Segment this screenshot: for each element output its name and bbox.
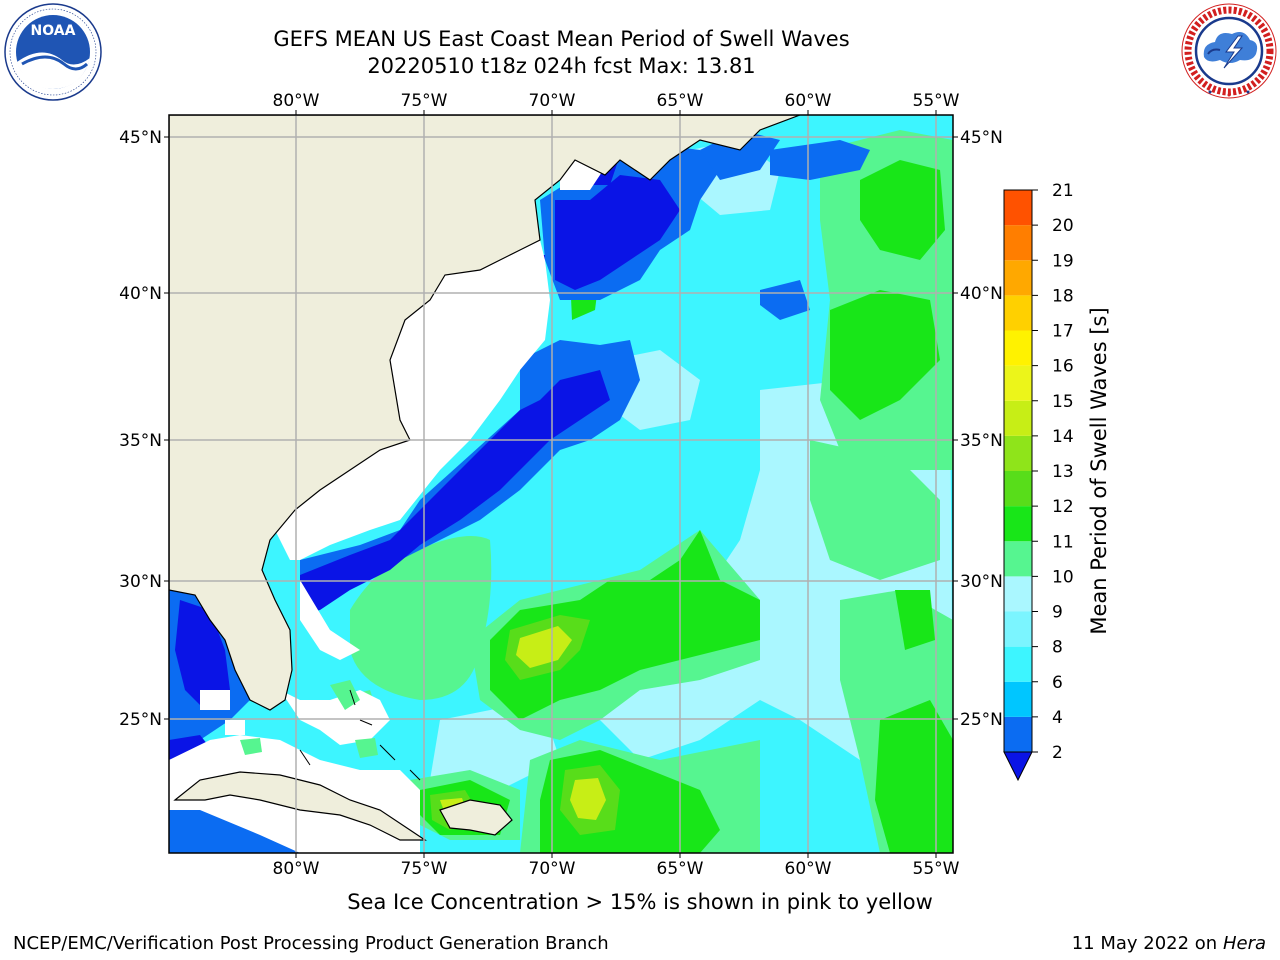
lon-label-top: 60°W [785,91,832,111]
chart-title: GEFS MEAN US East Coast Mean Period of S… [273,27,850,51]
colorbar-segment [1004,295,1032,331]
lon-label-top: 70°W [529,91,576,111]
colorbar-segment [1004,435,1032,471]
noaa-logo: NOAA [4,3,102,101]
lon-label-top: 65°W [657,91,704,111]
hispaniola-land [439,799,513,836]
sea-ice-caption: Sea Ice Concentration > 15% is shown in … [347,890,933,914]
colorbar-tick-label: 21 [1052,181,1074,201]
colorbar-tick-label: 19 [1052,251,1074,271]
map-frame [168,114,954,854]
cuba-land [173,771,427,841]
lat-label-right: 25°N [960,710,1003,730]
colorbar-tick-label: 13 [1052,462,1074,482]
footer-date: 11 May 2022 on Hera [1072,933,1266,954]
colorbar-segment [1004,400,1032,436]
lat-label-left: 35°N [119,431,162,451]
colorbar-segment [1004,716,1032,752]
colorbar-segment [1004,681,1032,717]
lat-label-left: 25°N [119,710,162,730]
colorbar-tick-label: 17 [1052,322,1074,342]
lon-label-top: 80°W [273,91,320,111]
colorbar-segment [1004,576,1032,612]
lat-label-right: 30°N [960,572,1003,592]
footer-credit: NCEP/EMC/Verification Post Processing Pr… [13,933,609,954]
colorbar-tick-label: 8 [1052,638,1063,658]
lat-label-left: 40°N [119,284,162,304]
lat-label-right: 40°N [960,284,1003,304]
colorbar-tick-label: 4 [1052,708,1063,728]
colorbar-tick-label: 20 [1052,216,1074,236]
colorbar-label: Mean Period of Swell Waves [s] [1087,307,1111,634]
colorbar-tick-label: 16 [1052,357,1074,377]
nws-logo [1181,3,1277,99]
colorbar-segment [1004,646,1032,682]
colorbar-segment [1004,506,1032,542]
lon-label-bottom: 55°W [913,859,960,879]
map-field [169,115,953,853]
colorbar-extend-arrow [1003,751,1033,782]
lon-label-bottom: 80°W [273,859,320,879]
lat-label-right: 35°N [960,431,1003,451]
colorbar-segment [1004,471,1032,507]
colorbar-tick-label: 6 [1052,673,1063,693]
colorbar-segment [1004,330,1032,366]
colorbar-segment [1004,260,1032,296]
colorbar-tick-label: 12 [1052,497,1074,517]
colorbar-segment [1004,611,1032,647]
lon-label-top: 75°W [401,91,448,111]
noaa-logo-text: NOAA [31,23,76,39]
colorbar-tick-label: 2 [1052,743,1063,763]
colorbar-tick-label: 10 [1052,567,1074,587]
lon-label-bottom: 70°W [529,859,576,879]
colorbar-segment [1004,365,1032,401]
chart-subtitle: 20220510 t18z 024h fcst Max: 13.81 [367,54,756,78]
colorbar-tick-label: 9 [1052,603,1063,623]
lon-label-top: 55°W [913,91,960,111]
colorbar-segment [1004,225,1032,261]
map-grid [169,115,953,853]
north-america-land [169,115,801,711]
lat-label-right: 45°N [960,128,1003,148]
lon-label-bottom: 65°W [657,859,704,879]
lat-label-left: 45°N [119,128,162,148]
footer-date-text: 11 May 2022 on [1071,933,1218,954]
colorbar-tick-label: 11 [1052,532,1074,552]
colorbar-tick-label: 15 [1052,392,1074,412]
colorbar-tick-label: 14 [1052,427,1074,447]
lon-label-bottom: 60°W [785,859,832,879]
colorbar-segment [1004,190,1032,226]
footer-host: Hera [1222,933,1266,954]
lon-label-bottom: 75°W [401,859,448,879]
colorbar-tick-label: 18 [1052,286,1074,306]
colorbar-segment [1004,541,1032,577]
colorbar: 2 4 6 8 9 10 11 12 13 14 15 16 17 18 19 20 21 Mean Period… [1003,181,1111,782]
lat-label-left: 30°N [119,572,162,592]
